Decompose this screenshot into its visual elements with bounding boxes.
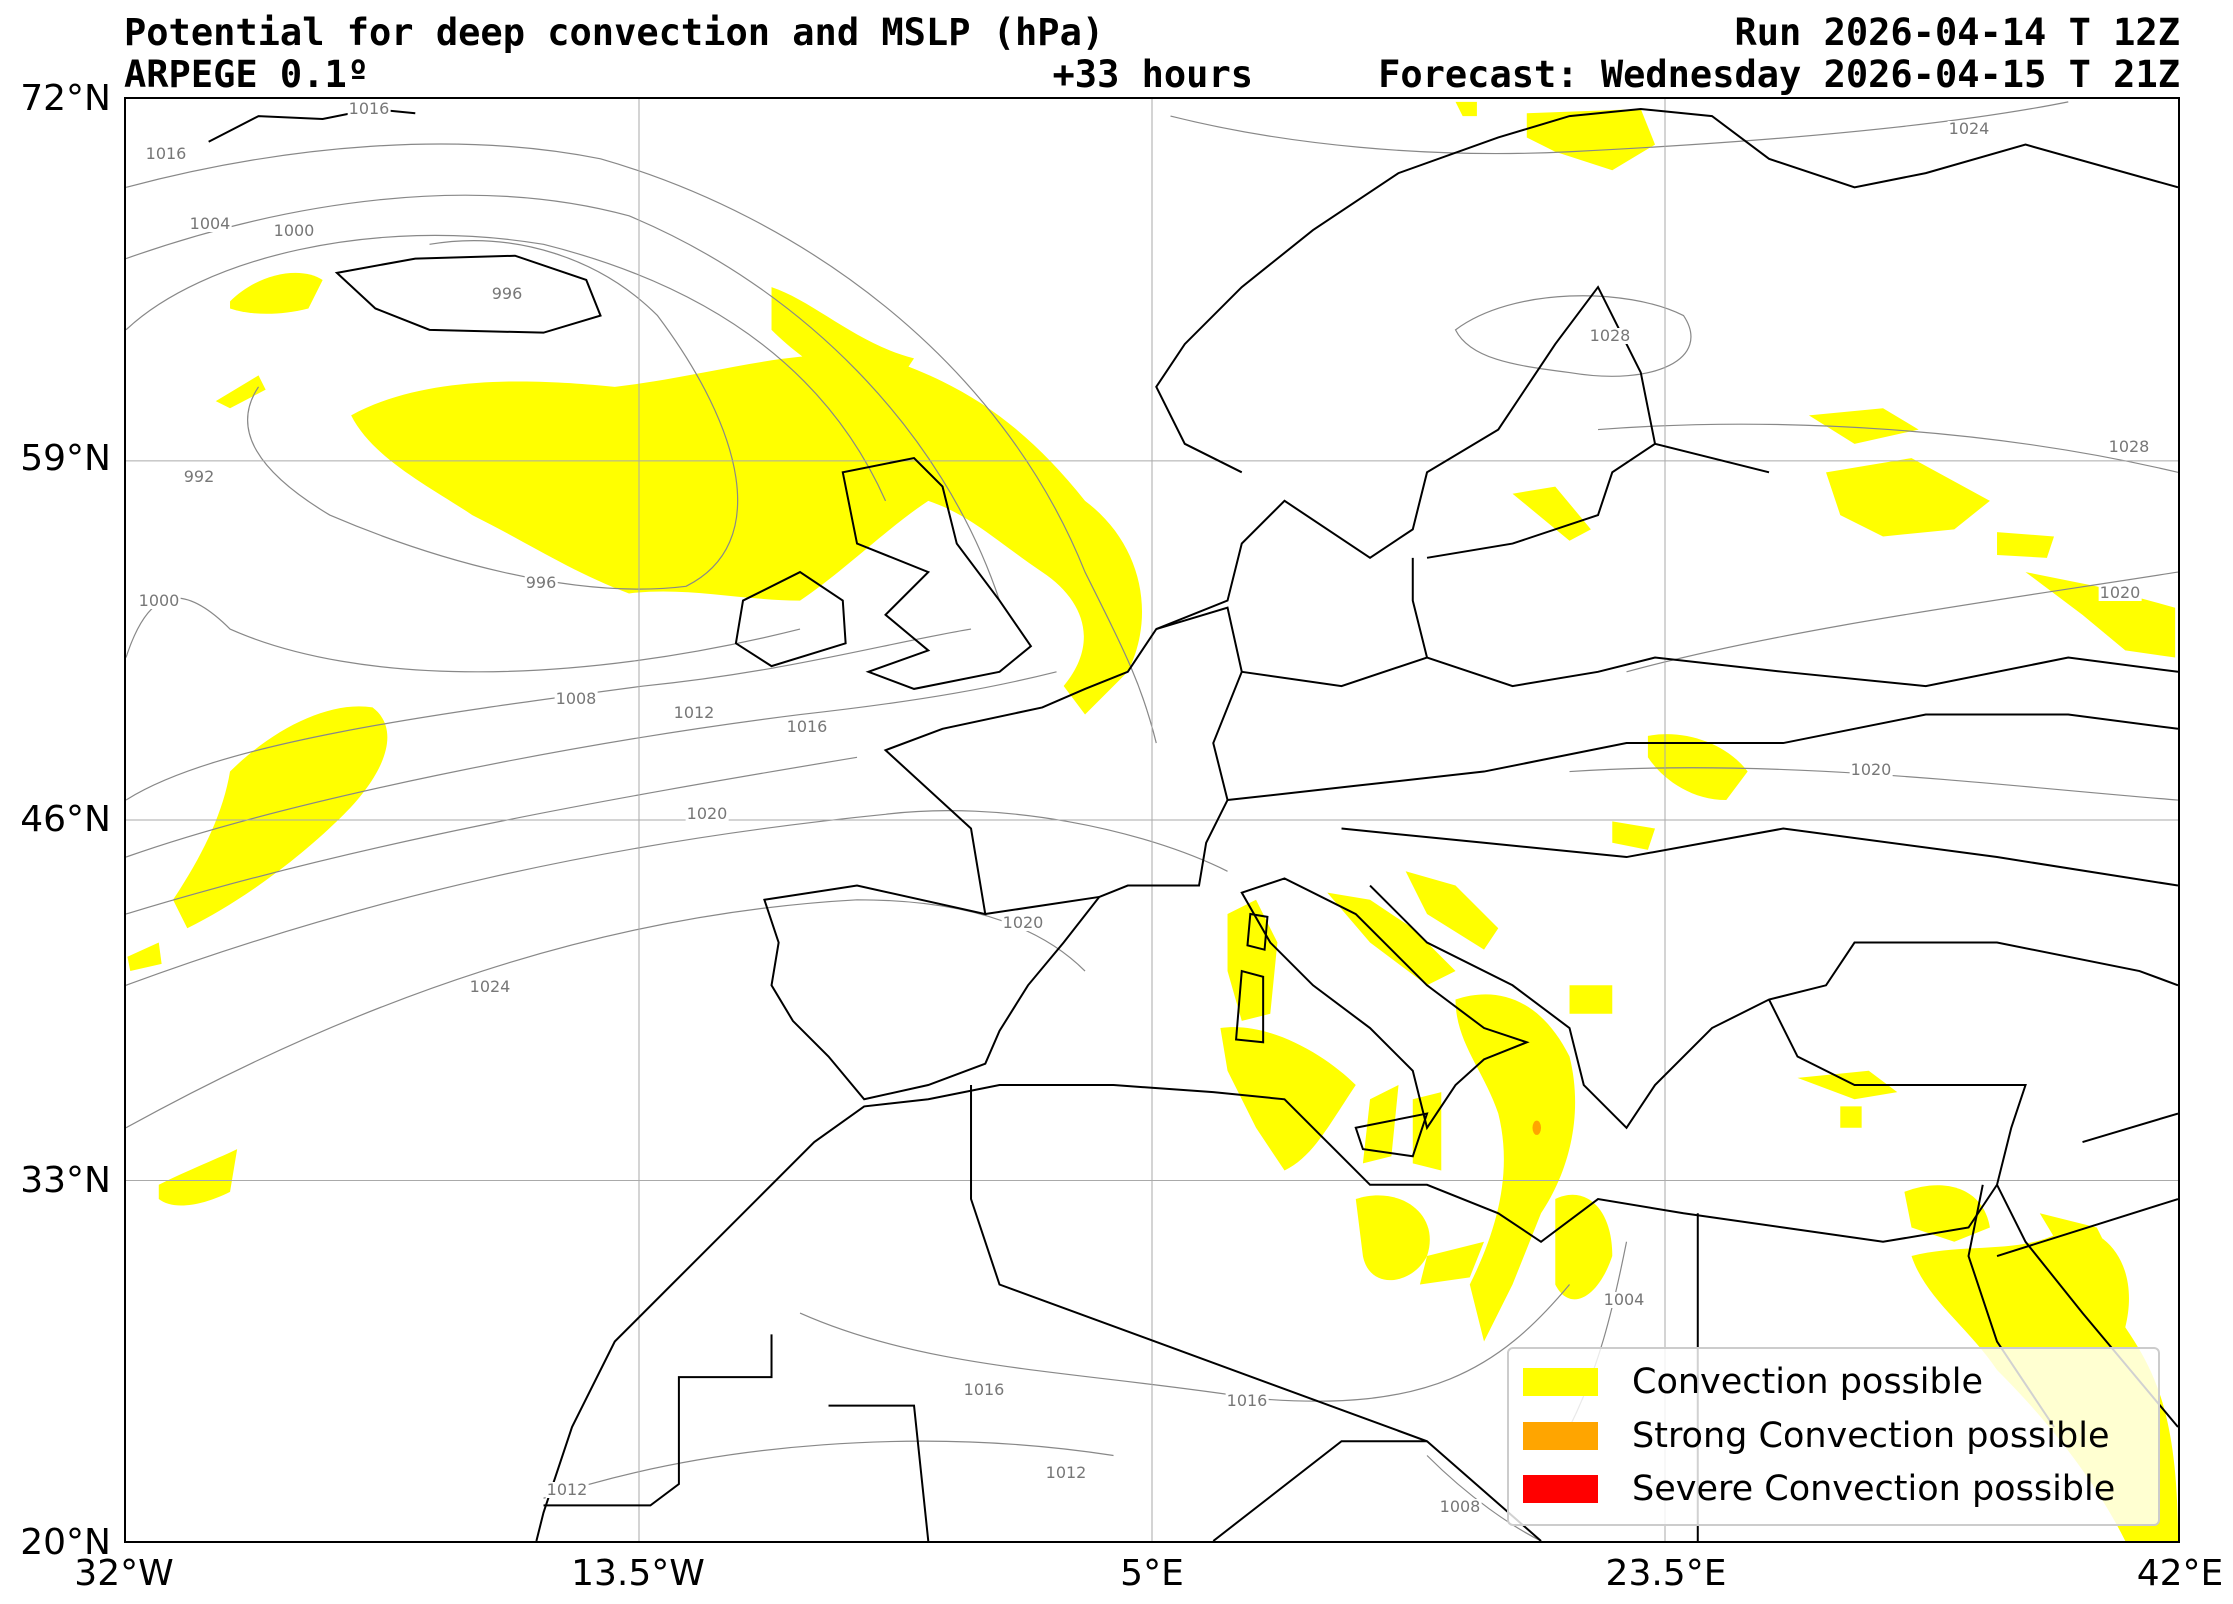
- isobar-label: 1012: [1044, 1463, 1088, 1482]
- isobar-label: 1016: [1225, 1391, 1269, 1410]
- isobar-label: 1012: [672, 703, 716, 722]
- lon-tick-5e: 5°E: [1120, 1553, 1184, 1594]
- lon-tick-32w: 32°W: [74, 1553, 174, 1594]
- isobar-label: 992: [182, 467, 216, 486]
- isobar-label: 996: [524, 573, 558, 592]
- convection-areas: [127, 101, 2178, 1541]
- isobar-label: 1004: [1602, 1290, 1646, 1309]
- lon-tick-13-5w: 13.5°W: [571, 1553, 705, 1594]
- legend-label: Strong Convection possible: [1632, 1416, 2110, 1456]
- isobar-label: 1016: [785, 717, 829, 736]
- isobar-label: 1016: [347, 99, 391, 118]
- isobars: [126, 102, 2178, 1541]
- legend-swatch-red: [1523, 1475, 1598, 1503]
- isobar-label: 1020: [1001, 913, 1045, 932]
- legend-item-strong-convection: Strong Convection possible: [1523, 1416, 2110, 1456]
- forecast-label: Forecast: Wednesday 2026-04-15 T 21Z: [1378, 53, 2180, 96]
- coastlines-and-borders: [209, 109, 2178, 1541]
- isobar-label: 1016: [962, 1380, 1006, 1399]
- lat-tick-46: 46°N: [20, 799, 111, 840]
- isobar-label: 1024: [1947, 119, 1991, 138]
- lon-tick-23-5e: 23.5°E: [1605, 1553, 1727, 1594]
- isobar-label: 1020: [2098, 583, 2142, 602]
- isobar-label: 1004: [188, 214, 232, 233]
- lat-tick-59: 59°N: [20, 438, 111, 479]
- legend-item-convection: Convection possible: [1523, 1362, 1983, 1402]
- map-canvas: [126, 99, 2178, 1541]
- lat-tick-20: 20°N: [20, 1522, 111, 1563]
- legend-item-severe-convection: Severe Convection possible: [1523, 1469, 2115, 1509]
- legend-label: Convection possible: [1632, 1362, 1983, 1402]
- lat-tick-72: 72°N: [20, 78, 111, 119]
- isobar-label: 1020: [1849, 760, 1893, 779]
- isobar-label: 1008: [554, 689, 598, 708]
- legend: Convection possible Strong Convection po…: [1507, 1347, 2160, 1526]
- isobar-label: 1028: [1588, 326, 1632, 345]
- isobar-label: 1000: [272, 221, 316, 240]
- isobar-label: 1020: [685, 804, 729, 823]
- graticule: [126, 99, 2178, 1541]
- model-label: ARPEGE 0.1º: [124, 53, 370, 96]
- isobar-label: 1012: [545, 1480, 589, 1499]
- lead-time-label: +33 hours: [1052, 53, 1253, 96]
- map-plot: [124, 97, 2180, 1543]
- lon-tick-42e: 42°E: [2136, 1553, 2224, 1594]
- isobar-label: 1016: [144, 144, 188, 163]
- isobar-label: 1008: [1438, 1497, 1482, 1516]
- run-label: Run 2026-04-14 T 12Z: [1734, 11, 2180, 54]
- isobar-label: 1028: [2107, 437, 2151, 456]
- legend-swatch-orange: [1523, 1422, 1598, 1450]
- isobar-label: 1000: [137, 591, 181, 610]
- strong-convection-spot: [1532, 1120, 1542, 1135]
- legend-swatch-yellow: [1523, 1368, 1598, 1396]
- chart-title: Potential for deep convection and MSLP (…: [124, 11, 1105, 54]
- isobar-label: 996: [490, 284, 524, 303]
- isobar-label: 1024: [468, 977, 512, 996]
- legend-label: Severe Convection possible: [1632, 1469, 2116, 1509]
- lat-tick-33: 33°N: [20, 1160, 111, 1201]
